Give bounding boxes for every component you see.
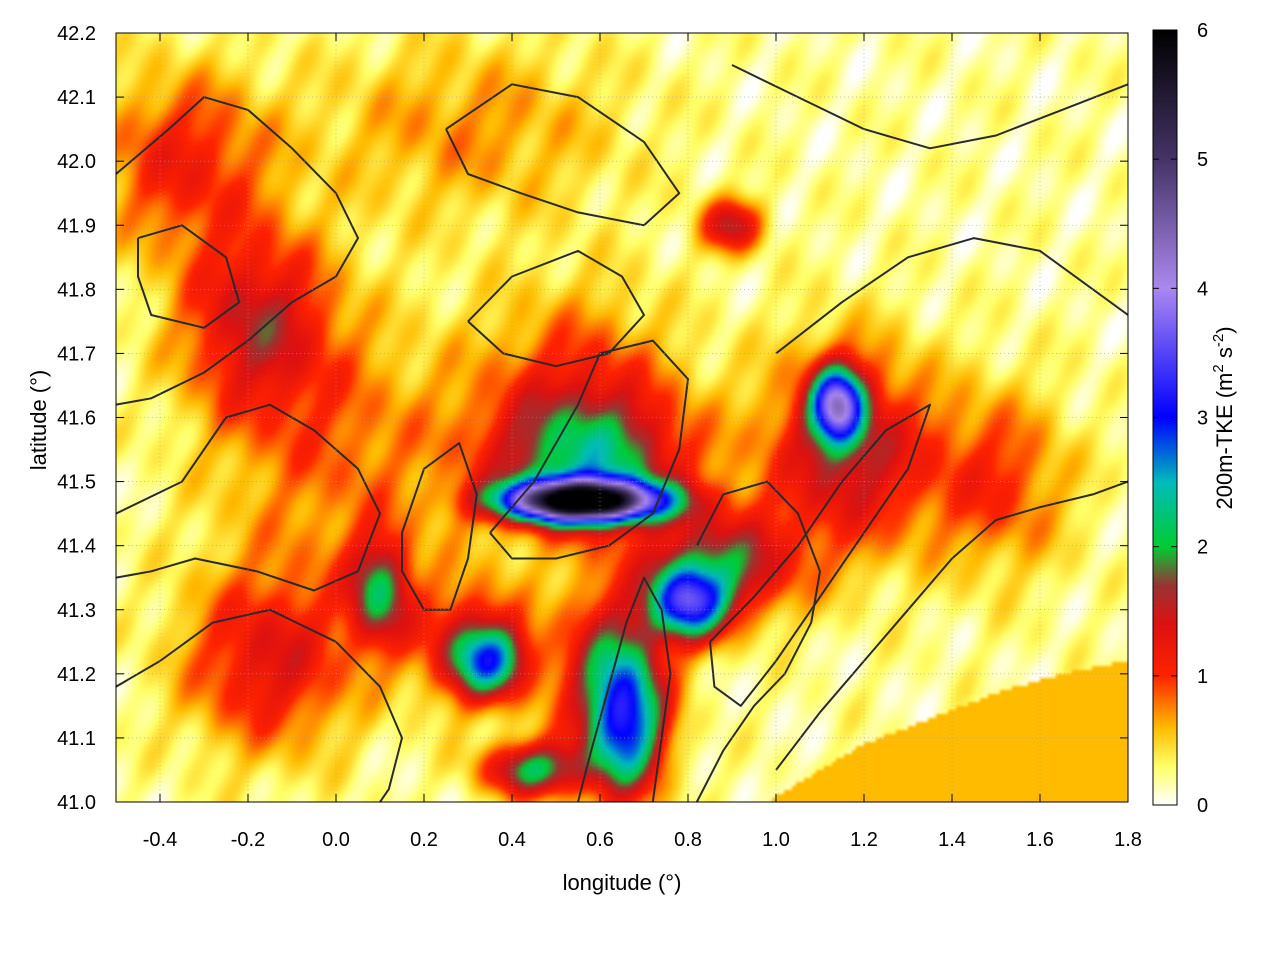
colorbar-tick-label: 2 [1197,537,1208,559]
colorbar-tick-label: 3 [1197,408,1208,430]
contour-line [401,442,478,611]
colorbar-ticks: 0 1 2 3 4 5 6 [1153,20,1208,817]
y-tick-label: 42.0 [57,151,96,173]
contour-line [489,339,689,560]
colorbar-tick-label: 5 [1197,149,1208,171]
x-axis-title: longitude (°) [563,870,682,895]
x-tick-label: 0.0 [322,829,350,851]
colorbar-tick-label: 4 [1197,278,1208,300]
y-tick-label: 41.9 [57,215,96,237]
y-axis-title: latitude (°) [26,370,51,471]
x-tick-label: 0.2 [410,829,438,851]
y-tick-label: 42.2 [57,23,96,45]
x-tick-label: 0.6 [586,829,614,851]
terrain-contours [116,64,1128,802]
contour-line [137,224,241,329]
colorbar-title-end: ) [1212,326,1237,333]
contour-line [116,403,381,592]
contour-line [775,480,1128,771]
x-tick-label: 1.0 [762,829,790,851]
y-tick-label: 41.1 [57,728,96,750]
y-axis-ticks: 41.0 41.1 41.2 41.3 41.4 41.5 41.6 41.7 41.8 41.9… [57,23,1128,814]
x-tick-label: 0.4 [498,829,526,851]
x-tick-label: 1.8 [1114,829,1142,851]
x-tick-label: -0.2 [231,829,265,851]
y-tick-label: 41.6 [57,408,96,430]
x-tick-label: 1.6 [1026,829,1054,851]
colorbar-tick-label: 1 [1197,666,1208,688]
x-tick-label: 0.8 [674,829,702,851]
y-tick-label: 41.2 [57,664,96,686]
x-tick-label: 1.4 [938,829,966,851]
contour-line [731,64,1128,150]
contour-line [695,480,821,802]
colorbar-title-sup2: -2 [1210,334,1227,347]
y-tick-label: 41.5 [57,472,96,494]
y-tick-label: 41.0 [57,792,96,814]
colorbar-title-mid: s [1212,347,1237,364]
colorbar-title: 200m-TKE (m2 s-2) [1210,326,1237,509]
plot-area: -0.4 -0.2 0.0 0.2 0.4 0.6 0.8 1.0 1.2 1.4 1.6 1.8 4… [57,23,1142,851]
y-tick-label: 42.1 [57,87,96,109]
colorbar-title-sup1: 2 [1210,364,1227,372]
contour-line [577,576,672,802]
colorbar-title-main: 200m-TKE (m [1212,373,1237,510]
x-axis-ticks: -0.4 -0.2 0.0 0.2 0.4 0.6 0.8 1.0 1.2 1.4 1.6 1.8 [143,33,1142,851]
contour-line [445,83,681,227]
contour-line [467,249,645,368]
y-tick-label: 41.4 [57,536,96,558]
y-tick-label: 41.8 [57,279,96,301]
y-tick-label: 41.7 [57,343,96,365]
colorbar-tick-label: 0 [1197,795,1208,817]
contour-line [709,403,931,707]
x-tick-label: 1.2 [850,829,878,851]
x-tick-label: -0.4 [143,829,177,851]
y-tick-label: 41.3 [57,600,96,622]
colorbar-tick-label: 6 [1197,20,1208,42]
